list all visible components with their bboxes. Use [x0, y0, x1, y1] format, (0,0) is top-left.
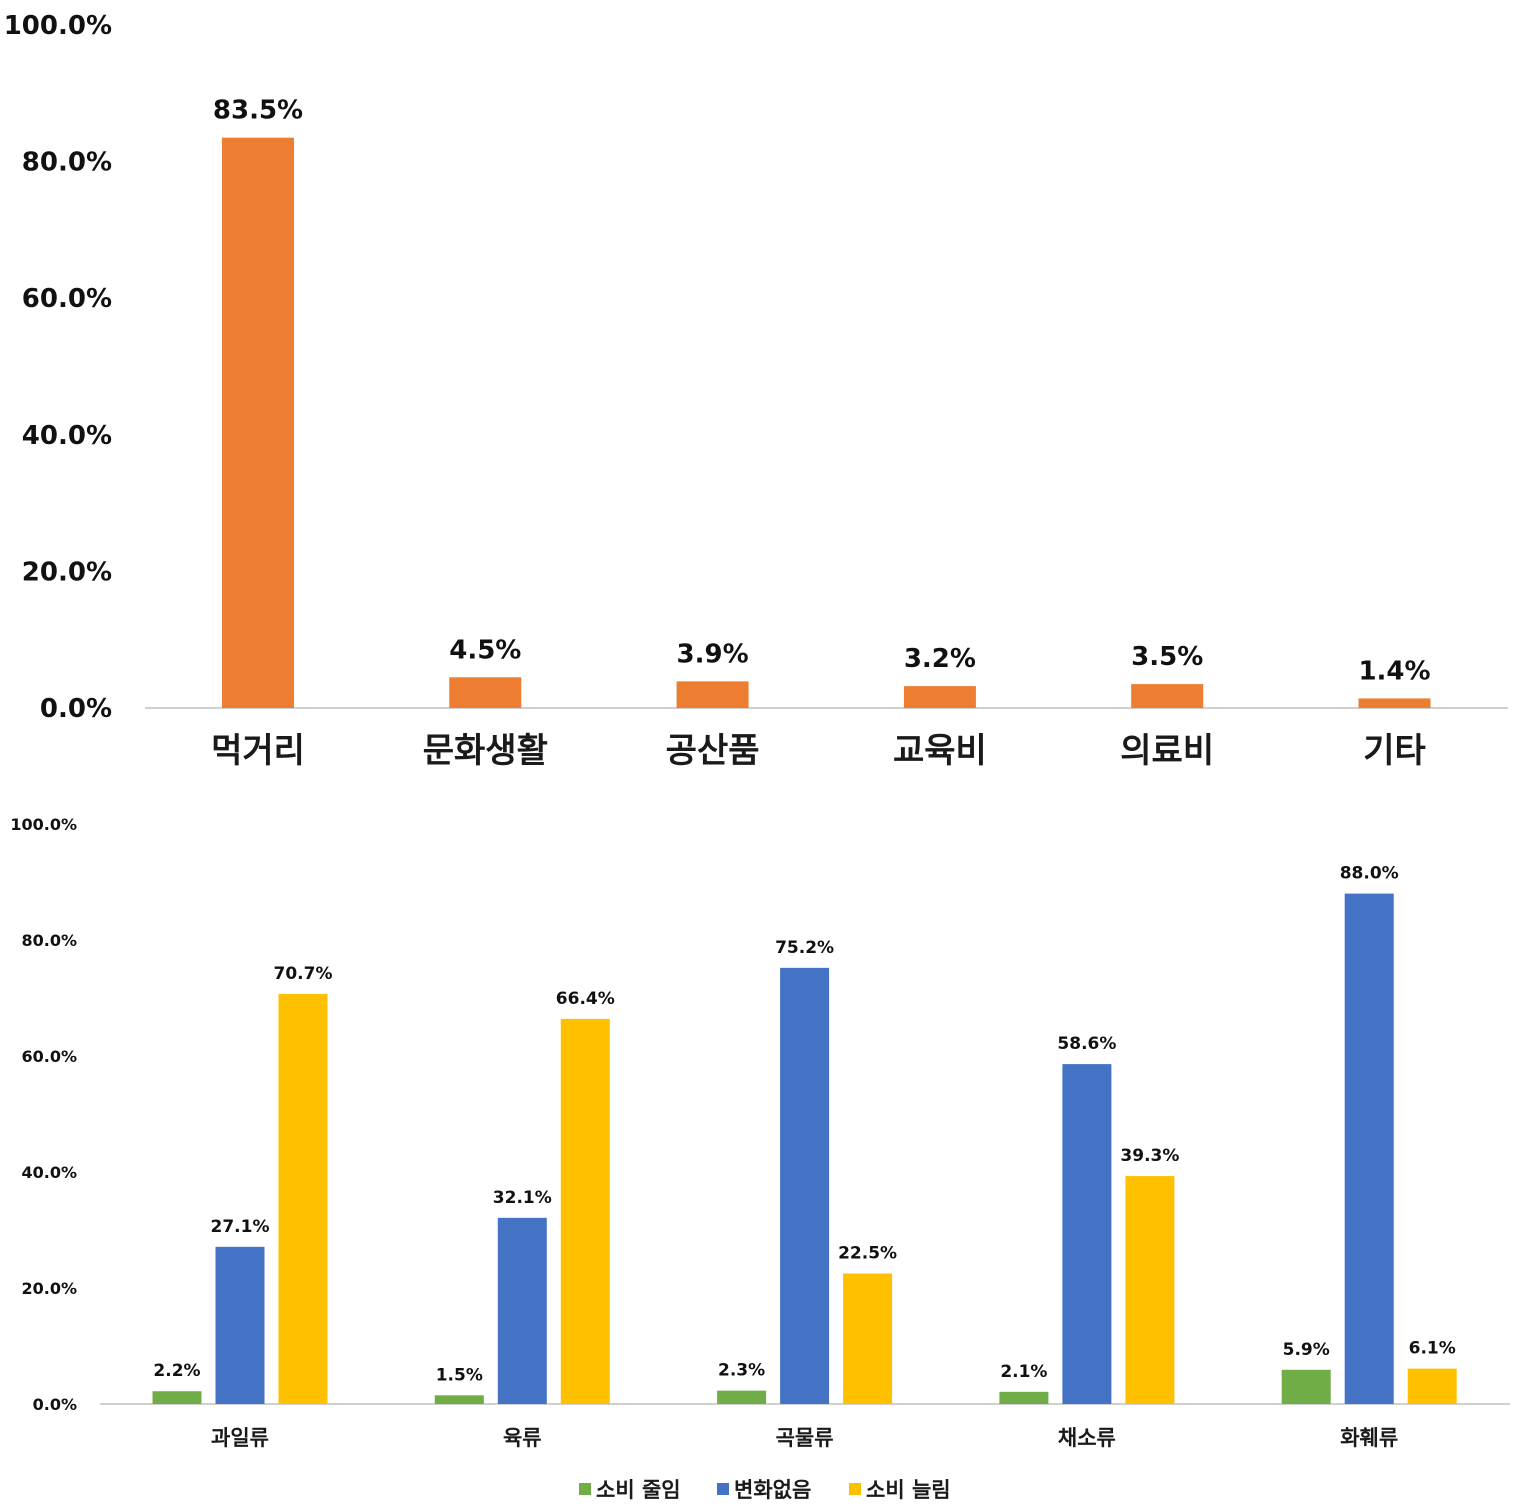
x-tick-label: 먹거리 [211, 731, 305, 771]
data-label: 39.3% [1120, 1146, 1179, 1166]
x-axis: 먹거리 문화생활 공산품 교육비 의료비 기타 [211, 731, 1426, 771]
legend-item: 변화없음 [717, 1478, 811, 1502]
data-label: 2.3% [718, 1361, 765, 1381]
bar [152, 1391, 202, 1404]
x-tick-label: 문화생활 [423, 731, 548, 771]
x-tick-label: 곡물류 [776, 1426, 834, 1450]
y-tick-label: 100.0% [10, 815, 77, 834]
y-tick-label: 40.0% [21, 1163, 77, 1182]
data-labels: 2.2% 27.1% 70.7% 1.5% 32.1% 66.4% 2.3% 75.2% 22.… [153, 864, 1455, 1386]
chart-spending-categories: 0.0% 20.0% 40.0% 60.0% 80.0% 100.0% 83.5% 4.5%… [4, 11, 1508, 771]
bar [1281, 1369, 1331, 1404]
data-label: 66.4% [556, 989, 615, 1009]
bar [999, 1391, 1049, 1404]
data-label: 1.5% [436, 1365, 483, 1385]
legend-swatch [717, 1483, 729, 1495]
bar [1125, 1176, 1175, 1404]
bar [1358, 698, 1431, 708]
bar [1062, 1064, 1112, 1404]
y-tick-label: 60.0% [21, 1047, 77, 1066]
x-tick-label: 교육비 [893, 731, 987, 771]
bar [1407, 1368, 1457, 1404]
legend: 소비 줄임 변화없음 소비 늘림 [579, 1478, 951, 1502]
data-label: 6.1% [1409, 1339, 1456, 1359]
bar [1131, 684, 1204, 708]
data-label: 2.2% [153, 1361, 200, 1381]
x-tick-label: 채소류 [1058, 1426, 1116, 1450]
data-label: 2.1% [1000, 1362, 1047, 1382]
y-axis: 0.0% 20.0% 40.0% 60.0% 80.0% 100.0% [10, 815, 77, 1414]
y-tick-label: 0.0% [40, 694, 112, 724]
y-tick-label: 20.0% [21, 1279, 77, 1298]
x-tick-label: 기타 [1363, 731, 1426, 771]
legend-swatch [579, 1483, 591, 1495]
bar [780, 967, 830, 1404]
data-label: 5.9% [1283, 1340, 1330, 1360]
y-tick-label: 60.0% [22, 284, 112, 314]
legend-swatch [849, 1483, 861, 1495]
y-tick-label: 0.0% [33, 1395, 77, 1414]
data-label: 4.5% [449, 635, 521, 665]
legend-label: 소비 늘림 [866, 1478, 951, 1502]
data-label: 70.7% [274, 964, 333, 984]
bar [434, 1395, 484, 1404]
legend-label: 변화없음 [734, 1478, 811, 1502]
bar [1344, 893, 1394, 1404]
x-axis: 과일류 육류 곡물류 채소류 화훼류 [211, 1426, 1398, 1450]
data-label: 3.5% [1131, 642, 1203, 672]
legend-label: 소비 줄임 [596, 1478, 681, 1502]
y-tick-label: 100.0% [4, 11, 112, 41]
data-label: 75.2% [775, 938, 834, 958]
y-axis: 0.0% 20.0% 40.0% 60.0% 80.0% 100.0% [4, 11, 112, 724]
data-label: 3.9% [677, 639, 749, 669]
x-tick-label: 육류 [503, 1426, 542, 1450]
data-label: 83.5% [213, 96, 303, 126]
bar [215, 1246, 265, 1404]
chart-consumption-change: 0.0% 20.0% 40.0% 60.0% 80.0% 100.0% 2.2% 27.1%… [10, 815, 1510, 1502]
data-label: 1.4% [1358, 656, 1430, 686]
legend-item: 소비 늘림 [849, 1478, 951, 1502]
bar [676, 681, 749, 708]
bar [843, 1273, 893, 1404]
x-tick-label: 화훼류 [1340, 1426, 1398, 1450]
bar [222, 137, 294, 708]
data-label: 88.0% [1340, 864, 1399, 884]
y-tick-label: 80.0% [22, 148, 112, 178]
y-tick-label: 80.0% [21, 931, 77, 950]
bar [449, 677, 522, 708]
bar-series [152, 893, 1457, 1404]
bar [717, 1390, 767, 1404]
bar [903, 686, 976, 708]
x-tick-label: 의료비 [1120, 731, 1214, 771]
x-tick-label: 공산품 [666, 731, 760, 771]
data-label: 22.5% [838, 1244, 897, 1264]
data-label: 32.1% [493, 1188, 552, 1208]
bar [497, 1217, 547, 1404]
y-tick-label: 20.0% [22, 557, 112, 587]
bar [278, 993, 328, 1404]
data-label: 27.1% [211, 1217, 270, 1237]
bar [560, 1018, 610, 1404]
y-tick-label: 40.0% [22, 421, 112, 451]
bar-series [222, 137, 1431, 708]
legend-item: 소비 줄임 [579, 1478, 681, 1502]
data-labels: 83.5% 4.5% 3.9% 3.2% 3.5% 1.4% [213, 96, 1431, 687]
data-label: 3.2% [904, 644, 976, 674]
data-label: 58.6% [1057, 1034, 1116, 1054]
x-tick-label: 과일류 [211, 1426, 269, 1450]
